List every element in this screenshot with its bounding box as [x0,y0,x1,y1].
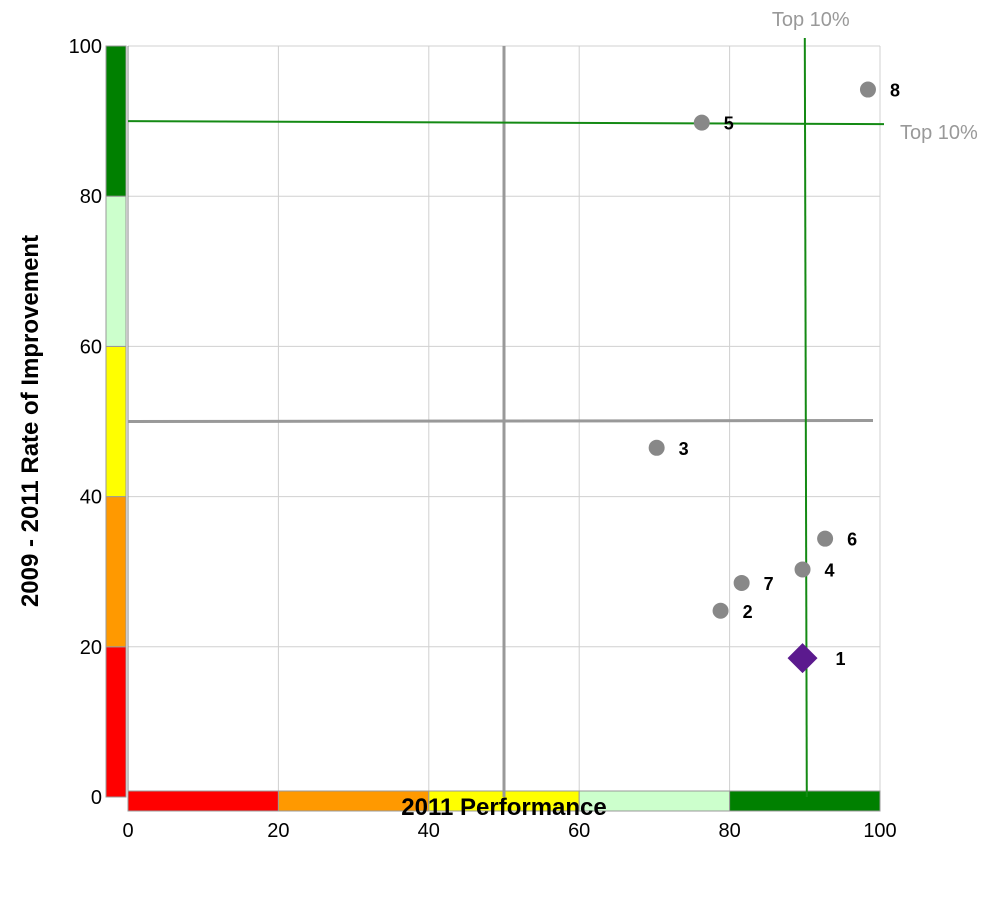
data-point-label: 7 [764,574,774,594]
y-axis-color-band [105,496,127,648]
data-point [712,602,729,619]
data-points: 1 2 3 4 5 6 7 8 [648,81,900,674]
reference-lines: Top 10% Top 10% [127,9,978,798]
data-point [648,439,665,456]
x-tick-label: 0 [122,820,133,842]
y-tick-label: 80 [80,186,102,208]
data-point [733,574,750,591]
y-axis-color-band [105,646,127,798]
data-point-label: 5 [724,114,734,134]
top10-vertical-line [803,37,808,798]
y-tick-label: 0 [91,787,102,809]
y-tick-label: 20 [80,637,102,659]
data-point-label: 4 [825,560,835,580]
x-tick-label: 80 [718,820,740,842]
x-tick-label: 40 [418,820,440,842]
color-bands [105,45,881,812]
x-axis-title: 2011 Performance [401,794,606,821]
y-axis-color-band [105,45,127,197]
data-point [859,81,876,98]
data-point [817,530,834,547]
data-point-label: 8 [890,81,900,101]
tick-labels: 0 20 40 60 80 100 0 20 40 60 80 100 [69,36,897,842]
data-point-label: 1 [836,649,846,669]
data-point-label: 6 [847,530,857,550]
x-axis-color-band [729,790,881,812]
x-tick-label: 20 [267,820,289,842]
y-axis-title: 2009 - 2011 Rate of Improvement [17,235,44,607]
data-point [693,114,710,131]
data-point [794,561,811,578]
y-axis-color-band [105,195,127,347]
data-point-label: 2 [743,602,753,622]
top10-horizontal-line [127,120,885,126]
data-point-diamond [787,643,818,674]
y-tick-label: 40 [80,487,102,509]
top10-vertical-label: Top 10% [772,9,850,31]
data-point-label: 3 [679,439,689,459]
x-axis-color-band [127,790,279,812]
y-tick-label: 100 [69,36,102,58]
y-tick-label: 60 [80,336,102,358]
midpoint-horizontal-line [127,419,874,423]
x-tick-label: 100 [863,820,896,842]
y-axis-color-band [105,345,127,498]
x-tick-label: 60 [568,820,590,842]
top10-horizontal-label: Top 10% [900,122,978,144]
